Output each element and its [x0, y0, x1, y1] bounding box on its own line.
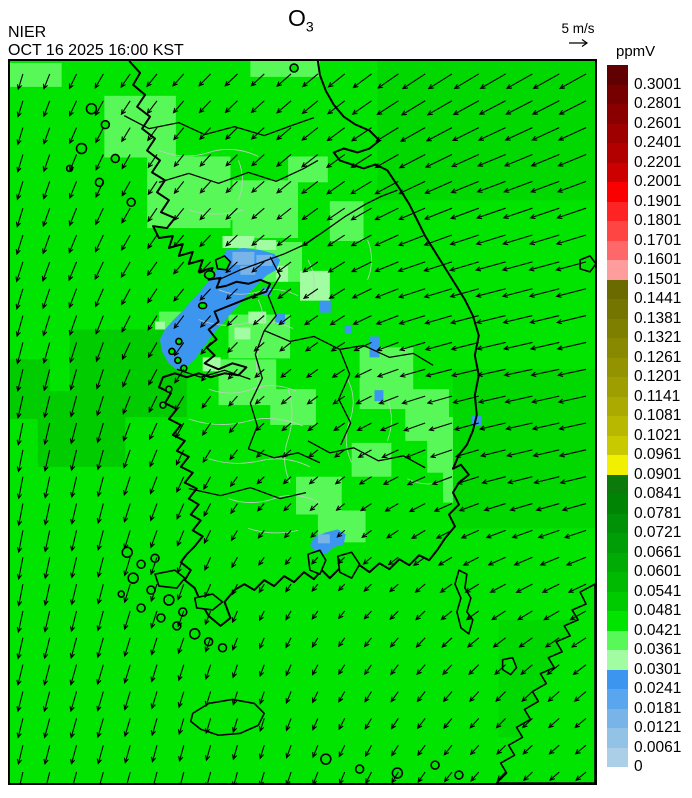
colorbar-tick-label: 0.1501 — [634, 270, 682, 288]
colorbar-tick-label: 0 — [634, 758, 643, 775]
colorbar-tick-label: 0.0901 — [634, 465, 682, 483]
title-subscript: 3 — [305, 18, 314, 35]
colorbar-tick-label: 0.1201 — [634, 368, 682, 385]
colorbar-segment — [607, 630, 628, 650]
colorbar-segment — [607, 123, 628, 143]
colorbar-segment — [607, 143, 628, 163]
colorbar-segment — [607, 513, 628, 533]
colorbar-tick-label: 0.0721 — [634, 524, 682, 541]
colorbar-segment — [607, 435, 628, 455]
colorbar-segment — [607, 84, 628, 104]
wind-scale-label: 5 m/s — [561, 21, 595, 36]
colorbar-tick-label: 0.0241 — [634, 680, 682, 697]
colorbar-segment — [607, 474, 628, 494]
colorbar-tick-label: 0.1381 — [634, 309, 682, 327]
colorbar-segment — [607, 494, 628, 514]
colorbar-tick-label: 0.1901 — [634, 192, 682, 210]
colorbar-tick-label: 0.2201 — [634, 153, 682, 171]
wind-arrows — [15, 73, 587, 783]
colorbar-tick-label: 0.0421 — [634, 621, 682, 639]
coastline — [128, 61, 480, 627]
colorbar-segment — [607, 260, 628, 280]
colorbar-segment — [607, 65, 628, 85]
colorbar-segment — [607, 221, 628, 241]
colorbar-tick-label: 0.0961 — [634, 446, 682, 463]
islands — [65, 63, 595, 783]
colorbar-segment — [607, 611, 628, 631]
colorbar-tick-label: 0.3001 — [634, 75, 682, 93]
colorbar-segment — [607, 591, 628, 611]
colorbar-tick-label: 0.2601 — [634, 114, 682, 132]
colorbar — [607, 65, 628, 767]
colorbar-labels: 0.3001 0.2801 0.2601 0.2401 0.2201 0.2001 0.19… — [634, 65, 692, 776]
colorbar-tick-label: 0.1801 — [634, 212, 682, 229]
map-panel — [8, 59, 597, 785]
colorbar-segment — [607, 162, 628, 182]
colorbar-segment — [607, 533, 628, 553]
colorbar-tick-label: 0.0661 — [634, 543, 682, 561]
colorbar-tick-label: 0.2401 — [634, 134, 682, 151]
colorbar-segment — [607, 689, 628, 709]
colorbar-segment — [607, 182, 628, 202]
unit-label: ppmV — [616, 43, 656, 60]
colorbar-segment — [607, 377, 628, 397]
colorbar-tick-label: 0.0301 — [634, 660, 682, 678]
colorbar-tick-label: 0.0601 — [634, 563, 682, 580]
colorbar-tick-label: 0.1441 — [634, 290, 682, 307]
colorbar-segment — [607, 396, 628, 416]
colorbar-segment — [607, 279, 628, 299]
wind-scale-legend: 5 m/s — [552, 21, 604, 52]
colorbar-tick-label: 0.1321 — [634, 329, 682, 346]
colorbar-segment — [607, 669, 628, 689]
colorbar-tick-label: 0.0781 — [634, 504, 682, 522]
colorbar-segment — [607, 201, 628, 221]
colorbar-segment — [607, 747, 628, 767]
page-title: O3 — [288, 5, 314, 35]
colorbar-tick-label: 0.1081 — [634, 407, 682, 424]
colorbar-segment — [607, 416, 628, 436]
datetime-label: OCT 16 2025 16:00 KST — [8, 41, 184, 59]
colorbar-tick-label: 0.0841 — [634, 485, 682, 502]
colorbar-tick-label: 0.0181 — [634, 699, 682, 717]
colorbar-segment — [607, 552, 628, 572]
colorbar-segment — [607, 318, 628, 338]
province-boundaries — [123, 115, 434, 500]
colorbar-segment — [607, 338, 628, 358]
colorbar-tick-label: 0.0481 — [634, 602, 682, 619]
colorbar-tick-label: 0.1701 — [634, 231, 682, 249]
colorbar-tick-label: 0.0121 — [634, 719, 682, 736]
agency-label: NIER — [8, 24, 47, 41]
colorbar-tick-label: 0.0541 — [634, 582, 682, 600]
colorbar-segment — [607, 572, 628, 592]
colorbar-segment — [607, 240, 628, 260]
colorbar-segment — [607, 728, 628, 748]
colorbar-tick-label: 0.1021 — [634, 426, 682, 444]
colorbar-segment — [607, 357, 628, 377]
colorbar-segment — [607, 299, 628, 319]
colorbar-segment — [607, 708, 628, 728]
wind-scale-arrow-icon — [569, 39, 589, 47]
colorbar-tick-label: 0.0361 — [634, 641, 682, 658]
colorbar-tick-label: 0.1261 — [634, 348, 682, 366]
colorbar-tick-label: 0.0061 — [634, 738, 682, 756]
colorbar-segment — [607, 104, 628, 124]
colorbar-segment — [607, 650, 628, 670]
header-left: NIER OCT 16 2025 16:00 KST — [8, 24, 184, 60]
colorbar-tick-label: 0.2801 — [634, 95, 682, 112]
colorbar-tick-label: 0.1141 — [634, 387, 681, 405]
colorbar-segment — [607, 455, 628, 475]
colorbar-tick-label: 0.1601 — [634, 251, 682, 268]
colorbar-tick-label: 0.2001 — [634, 173, 682, 190]
